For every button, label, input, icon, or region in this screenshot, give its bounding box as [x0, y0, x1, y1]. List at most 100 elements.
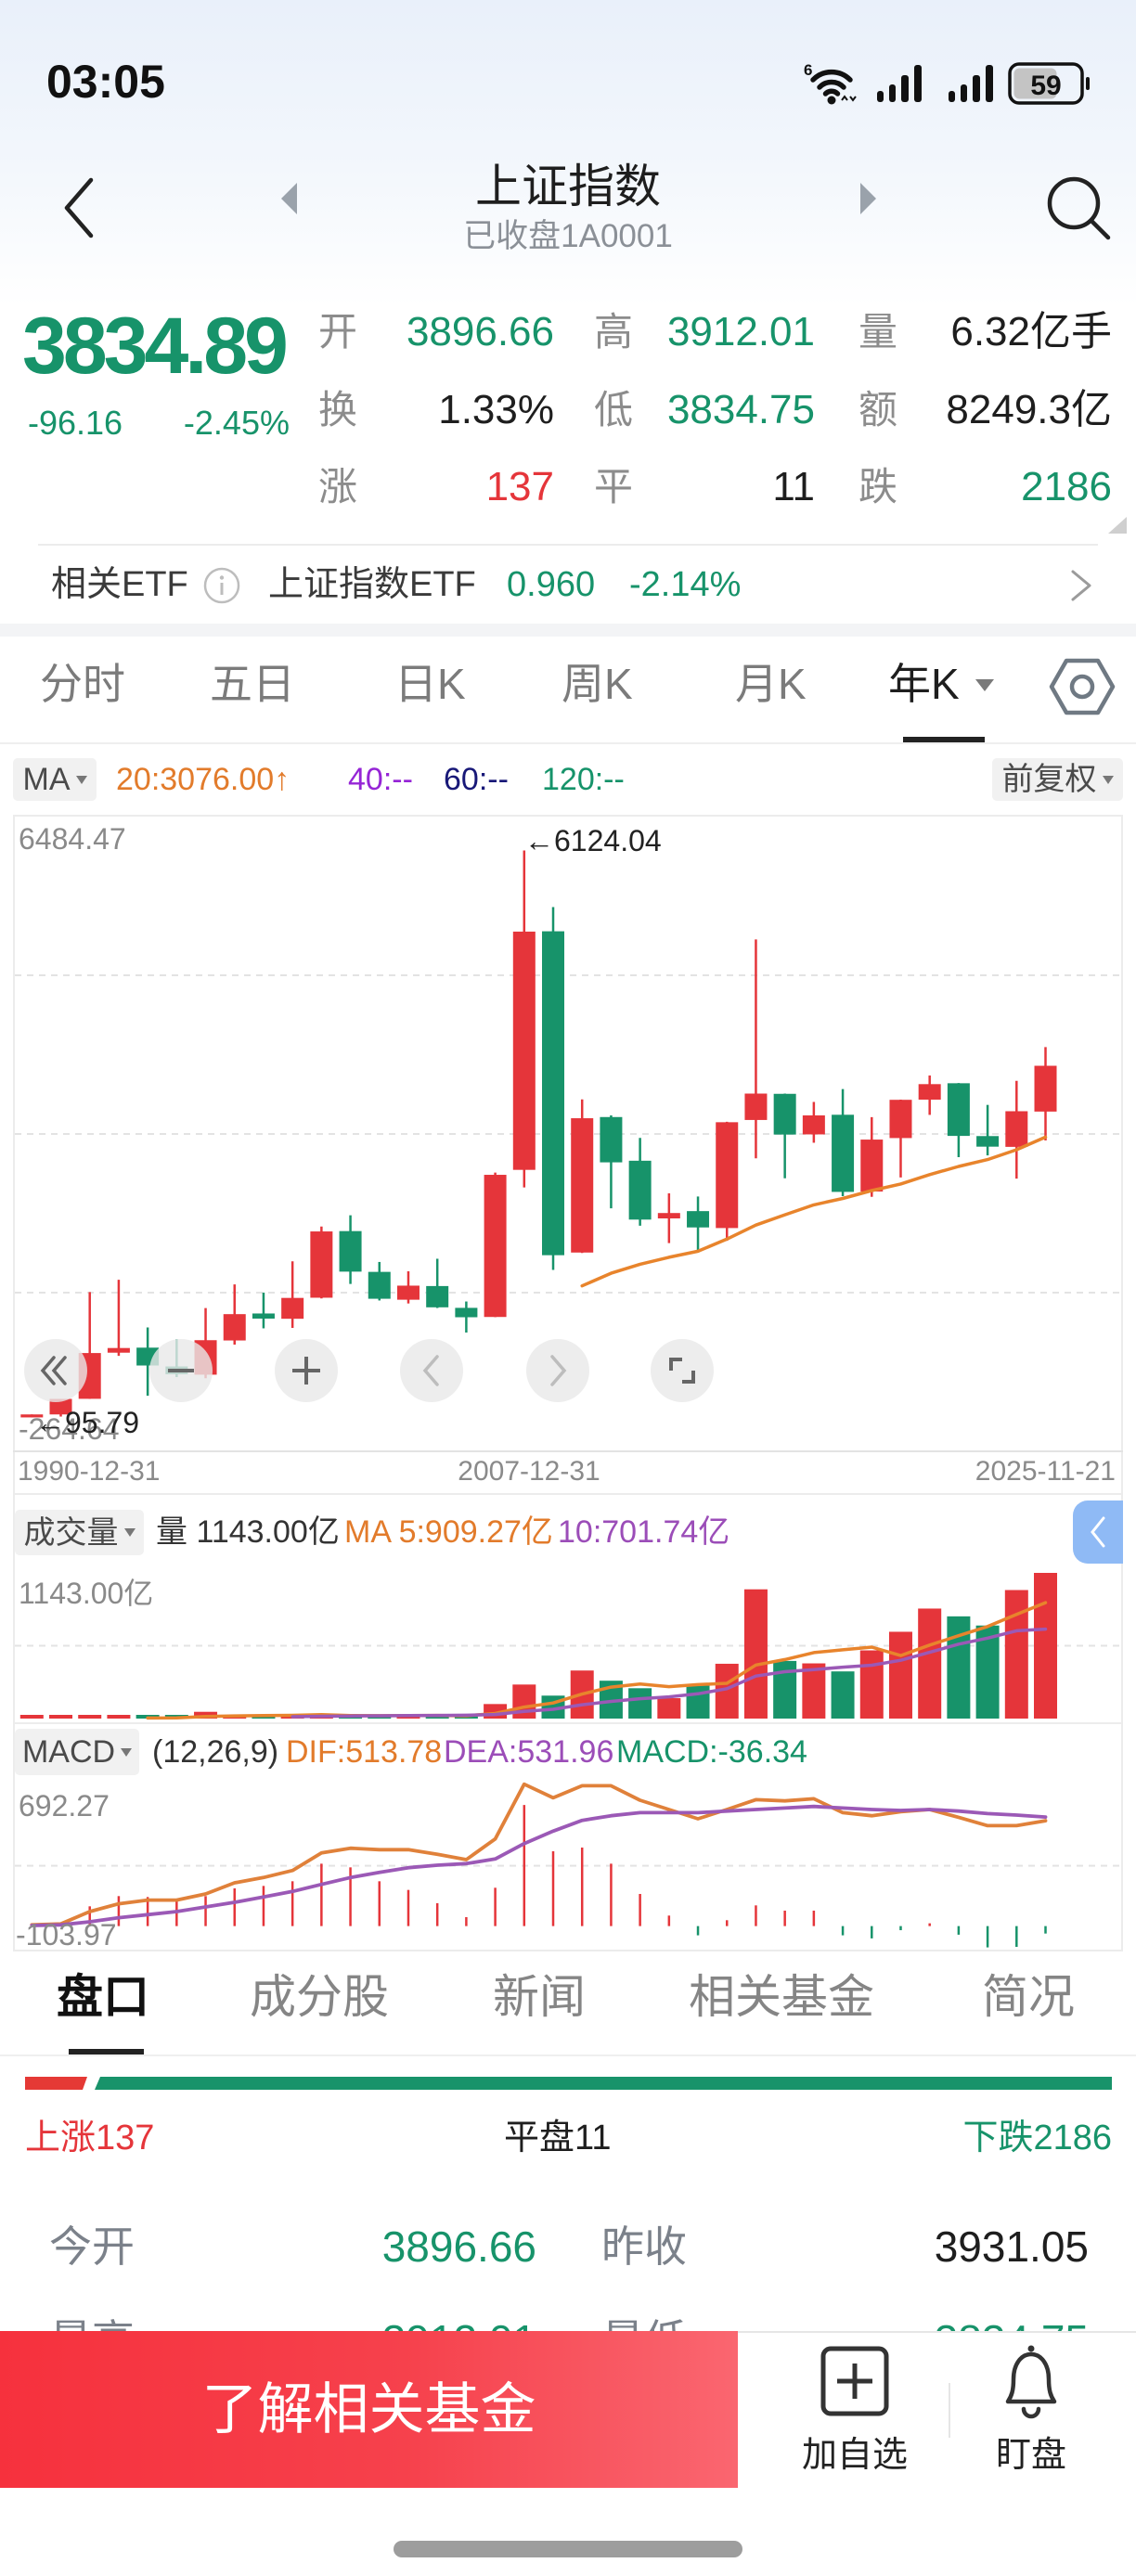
- tab-overview[interactable]: 简况: [982, 1971, 1075, 2023]
- kline-x-axis: [13, 1450, 1123, 1452]
- stat-label-turnover: 换: [318, 388, 358, 431]
- price-alert-label: 盯盘: [995, 2436, 1066, 2475]
- volume-bar: [1034, 1573, 1058, 1719]
- volume-indicator-selector[interactable]: 成交量: [15, 1510, 144, 1555]
- zoom-in-button[interactable]: [275, 1339, 338, 1402]
- stat-prev-close-value: 3931.05: [934, 2222, 1089, 2271]
- previous-stock-triangle-icon[interactable]: [278, 181, 299, 216]
- candle: [542, 907, 565, 1270]
- stat-prev-close-label: 昨收: [601, 2222, 687, 2271]
- tab-order-book[interactable]: 盘口: [57, 1971, 149, 2023]
- stat-value-turnover: 1.33%: [438, 387, 554, 432]
- candle: [947, 1083, 970, 1157]
- price-adjust-selector[interactable]: 前复权: [992, 758, 1123, 801]
- stat-label-high: 高: [594, 310, 634, 354]
- candle: [1005, 1080, 1028, 1179]
- search-icon[interactable]: [1043, 173, 1114, 243]
- caret-down-icon: [75, 775, 87, 784]
- scroll-left-button[interactable]: [400, 1339, 463, 1402]
- tab-news[interactable]: 新闻: [493, 1971, 586, 2023]
- candle: [976, 1104, 1000, 1156]
- etf-change-percent: -2.14%: [629, 565, 742, 604]
- price-change-percent: -2.45%: [183, 404, 290, 442]
- ma-selector[interactable]: MA: [13, 758, 97, 801]
- tab-monthly-k[interactable]: 月K: [735, 660, 807, 708]
- reset-view-button[interactable]: [651, 1339, 714, 1402]
- tab-weekly-k[interactable]: 周K: [562, 660, 633, 708]
- macd-indicator-selector[interactable]: MACD: [15, 1729, 139, 1775]
- learn-related-funds-button[interactable]: 了解相关基金: [0, 2331, 738, 2488]
- kline-chart[interactable]: [0, 815, 1136, 1455]
- plus-icon: [292, 1357, 320, 1385]
- stat-value-advancers: 137: [485, 464, 554, 509]
- tab-related-funds[interactable]: 相关基金: [689, 1971, 874, 2023]
- tab-intraday[interactable]: 分时: [40, 660, 125, 708]
- signal-icon-sim2: [949, 65, 993, 102]
- market-status-subtitle: 已收盘1A0001: [463, 218, 673, 254]
- stat-value-low: 3834.75: [666, 387, 815, 432]
- chart-settings-icon[interactable]: [1049, 657, 1116, 716]
- ma20-value: 20:3076.00↑: [116, 762, 290, 797]
- candle: [252, 1292, 275, 1329]
- bell-icon: [1005, 2345, 1057, 2419]
- macd-min-label: -103.97: [16, 1918, 117, 1951]
- chart-frame: [13, 815, 1123, 1951]
- volume-bar: [686, 1685, 710, 1719]
- tab-five-day[interactable]: 五日: [210, 660, 295, 708]
- tab-daily-k[interactable]: 日K: [394, 660, 466, 708]
- stat-label-open: 开: [318, 310, 358, 354]
- volume-selector-label: 成交量: [23, 1514, 119, 1551]
- section-gap: [0, 624, 1136, 637]
- action-divider: [949, 2383, 950, 2438]
- expand-side-panel-button[interactable]: [1073, 1501, 1123, 1564]
- candle: [657, 1193, 680, 1243]
- ma-selector-label: MA: [22, 762, 71, 797]
- macd-dif: DIF:513.78: [286, 1734, 443, 1770]
- macd-value: MACD:-36.34: [616, 1734, 807, 1770]
- stat-value-amount: 8249.3亿: [946, 387, 1112, 432]
- scroll-to-start-button[interactable]: [24, 1339, 87, 1402]
- home-indicator[interactable]: [394, 2541, 742, 2557]
- candle: [512, 850, 536, 1188]
- kline-max-label: 6484.47: [19, 822, 126, 856]
- macd-panel-top: [13, 1722, 1123, 1724]
- macd-params: (12,26,9): [152, 1734, 279, 1770]
- market-breadth-bar: [25, 2077, 1112, 2090]
- caret-down-icon[interactable]: [975, 678, 995, 692]
- learn-related-funds-label: 了解相关基金: [201, 2377, 536, 2441]
- minus-icon: [168, 1369, 194, 1372]
- candle: [744, 939, 768, 1159]
- back-chevron-icon[interactable]: [58, 174, 102, 241]
- etf-name: 上证指数ETF: [268, 565, 476, 604]
- stat-label-volume: 量: [858, 310, 898, 354]
- active-detail-tab-indicator: [69, 2049, 144, 2054]
- macd-chart[interactable]: [0, 1724, 1136, 1952]
- caret-down-icon: [121, 1747, 133, 1757]
- candle: [889, 1100, 912, 1178]
- caret-down-icon: [123, 1528, 136, 1537]
- candle: [600, 1115, 623, 1209]
- ma20-line: [580, 1135, 1048, 1288]
- volume-bar: [628, 1688, 652, 1719]
- active-tab-indicator: [903, 737, 985, 742]
- stat-label-amount: 额: [858, 388, 898, 431]
- volume-bar: [831, 1671, 855, 1719]
- volume-max-label: 1143.00亿: [19, 1577, 154, 1610]
- price-adjust-label: 前复权: [1001, 762, 1097, 797]
- chevron-right-icon[interactable]: [1067, 568, 1095, 603]
- info-icon[interactable]: [202, 566, 241, 605]
- volume-chart[interactable]: [0, 1494, 1136, 1722]
- expand-corner-icon[interactable]: [1106, 515, 1129, 535]
- scroll-right-button[interactable]: [526, 1339, 589, 1402]
- candle: [426, 1258, 449, 1308]
- status-time: 03:05: [46, 56, 165, 108]
- volume-bar: [859, 1650, 884, 1719]
- zoom-out-button[interactable]: [149, 1339, 213, 1402]
- tab-constituents[interactable]: 成分股: [250, 1971, 389, 2023]
- tab-yearly-k[interactable]: 年K: [888, 660, 960, 708]
- dif-line: [30, 1782, 1048, 1927]
- volume-ma10: 10:701.74亿: [558, 1514, 730, 1550]
- candle: [802, 1101, 825, 1143]
- next-stock-triangle-icon[interactable]: [858, 181, 879, 216]
- candle: [223, 1284, 246, 1345]
